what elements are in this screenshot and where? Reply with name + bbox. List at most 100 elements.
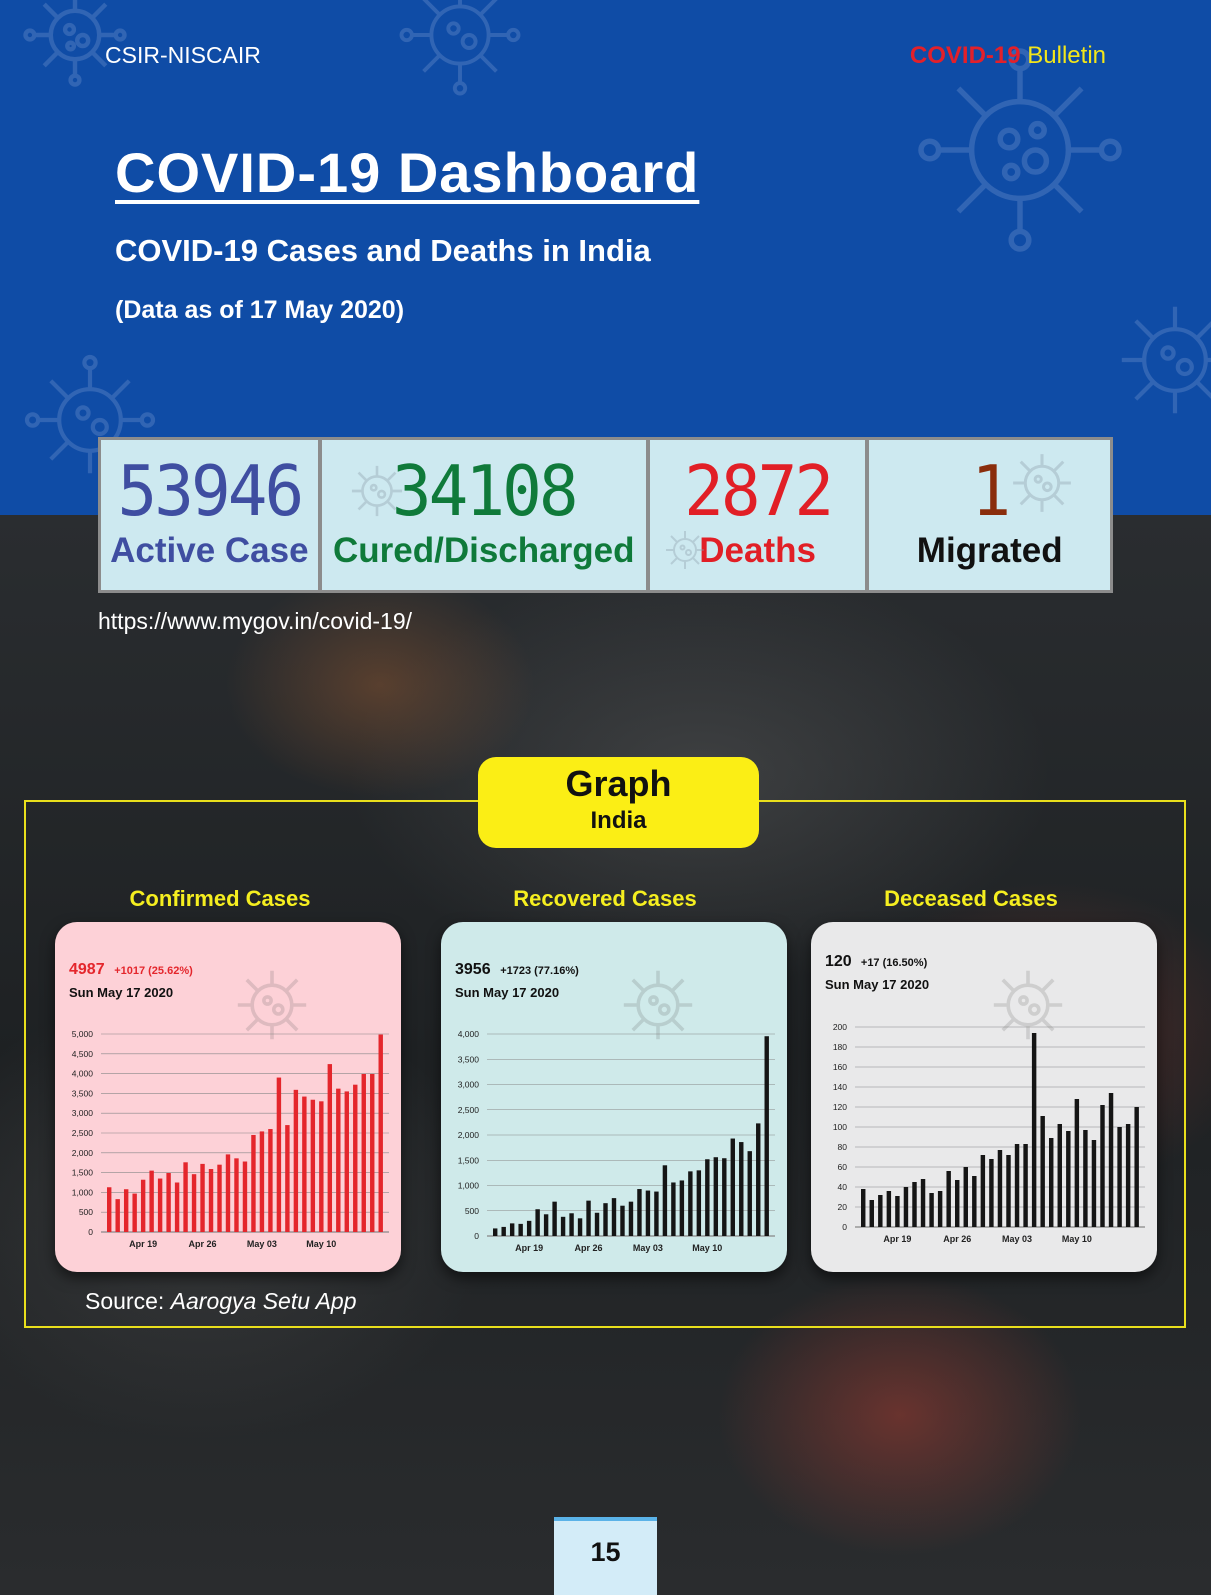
y-tick-label: 200 <box>833 1022 847 1032</box>
bar <box>526 1220 532 1236</box>
stat-cured: 34108 Cured/Discharged <box>321 440 646 590</box>
page-title: COVID-19 Dashboard <box>115 141 700 204</box>
bar <box>1040 1116 1045 1227</box>
bar <box>1014 1144 1020 1227</box>
bar <box>569 1213 574 1236</box>
bar <box>361 1073 366 1232</box>
stat-active-label: Active Case <box>110 531 309 570</box>
bar <box>679 1180 685 1236</box>
data-date: (Data as of 17 May 2020) <box>115 296 405 324</box>
bar <box>234 1158 239 1232</box>
graph-tab: Graph India <box>478 757 759 848</box>
bar <box>878 1195 883 1227</box>
chart-date: Sun May 17 2020 <box>455 985 559 1000</box>
chart-deceased: 120 +17 (16.50%) Sun May 17 2020 0 20 40 60 80 1… <box>825 953 1145 1244</box>
bar <box>149 1170 154 1232</box>
bar <box>319 1101 324 1232</box>
virus-watermark-icon <box>1013 454 1072 512</box>
y-tick-label: 500 <box>79 1207 93 1217</box>
bar <box>132 1193 137 1232</box>
bar <box>869 1200 874 1227</box>
bar <box>370 1073 375 1232</box>
bar <box>560 1216 566 1236</box>
y-tick-label: 1,000 <box>458 1181 480 1191</box>
bar <box>140 1179 146 1232</box>
stat-cured-value: 34108 <box>391 451 579 532</box>
bar <box>747 1151 752 1236</box>
y-tick-label: 40 <box>838 1182 848 1192</box>
chart-headline: 3956 <box>455 961 491 978</box>
x-tick-label: Apr 19 <box>515 1243 543 1253</box>
bar <box>1066 1131 1071 1227</box>
bar <box>200 1163 205 1232</box>
bar <box>620 1205 625 1236</box>
stat-active-value: 53946 <box>117 451 305 532</box>
y-tick-label: 4,000 <box>458 1029 480 1039</box>
chart-change: +17 (16.50%) <box>861 957 928 969</box>
y-tick-label: 2,500 <box>458 1105 480 1115</box>
y-tick-label: 2,500 <box>72 1128 94 1138</box>
bar <box>929 1193 934 1227</box>
x-tick-label: May 03 <box>1002 1234 1032 1244</box>
org-name: CSIR-NISCAIR <box>105 42 261 68</box>
bar <box>157 1178 163 1232</box>
bar <box>611 1198 617 1236</box>
bar <box>1006 1155 1011 1227</box>
bar <box>997 1150 1003 1227</box>
bar <box>1117 1127 1122 1227</box>
y-tick-label: 60 <box>838 1162 848 1172</box>
virus-watermark-icon <box>665 531 704 569</box>
y-tick-label: 1,000 <box>72 1187 94 1197</box>
x-tick-label: May 10 <box>306 1239 336 1249</box>
y-tick-label: 3,000 <box>458 1080 480 1090</box>
bar <box>603 1203 608 1236</box>
bar <box>225 1154 231 1232</box>
bar <box>1049 1138 1054 1227</box>
bar <box>730 1138 735 1236</box>
y-tick-label: 5,000 <box>72 1029 94 1039</box>
virus-decoration-icon <box>24 354 156 474</box>
virus-watermark-icon <box>237 970 307 1040</box>
bar <box>628 1201 634 1236</box>
stat-cured-label: Cured/Discharged <box>332 531 635 570</box>
source-url[interactable]: https://www.mygov.in/covid-19/ <box>98 608 413 634</box>
y-tick-label: 100 <box>833 1122 847 1132</box>
bar <box>586 1200 591 1236</box>
bar <box>946 1171 951 1227</box>
x-tick-label: Apr 26 <box>943 1234 971 1244</box>
bar <box>912 1182 917 1227</box>
graph-title: Graph <box>565 763 672 804</box>
bar <box>1108 1093 1114 1227</box>
bar <box>378 1034 383 1232</box>
graph-subtitle: India <box>590 807 647 834</box>
bar <box>1023 1144 1028 1227</box>
y-tick-label: 20 <box>838 1202 848 1212</box>
x-tick-label: Apr 19 <box>129 1239 157 1249</box>
y-tick-label: 500 <box>465 1206 479 1216</box>
virus-decoration-icon <box>23 0 127 87</box>
x-tick-label: Apr 26 <box>575 1243 603 1253</box>
chart-card-recovered: 3956 +1723 (77.16%) Sun May 17 2020 0 500 1,0… <box>441 922 787 1272</box>
chart-title-confirmed: Confirmed Cases <box>129 886 311 911</box>
x-tick-label: May 10 <box>1062 1234 1092 1244</box>
bar <box>903 1187 909 1227</box>
bar <box>251 1134 256 1232</box>
bar <box>217 1164 222 1232</box>
bar <box>501 1226 506 1236</box>
bar <box>955 1180 960 1227</box>
y-tick-label: 160 <box>833 1062 847 1072</box>
bar <box>989 1159 994 1227</box>
virus-watermark-icon <box>993 970 1063 1040</box>
chart-title-recovered: Recovered Cases <box>513 886 697 911</box>
bar <box>353 1084 358 1232</box>
bar <box>861 1189 866 1227</box>
header-band <box>0 0 1211 515</box>
bar <box>1125 1124 1131 1227</box>
bar <box>1074 1099 1080 1227</box>
bar <box>107 1187 112 1232</box>
bar <box>174 1182 180 1232</box>
bar <box>1091 1140 1097 1227</box>
y-tick-label: 3,500 <box>458 1054 480 1064</box>
stat-migrated-label: Migrated <box>916 531 1063 570</box>
chart-change: +1017 (25.62%) <box>114 965 193 977</box>
